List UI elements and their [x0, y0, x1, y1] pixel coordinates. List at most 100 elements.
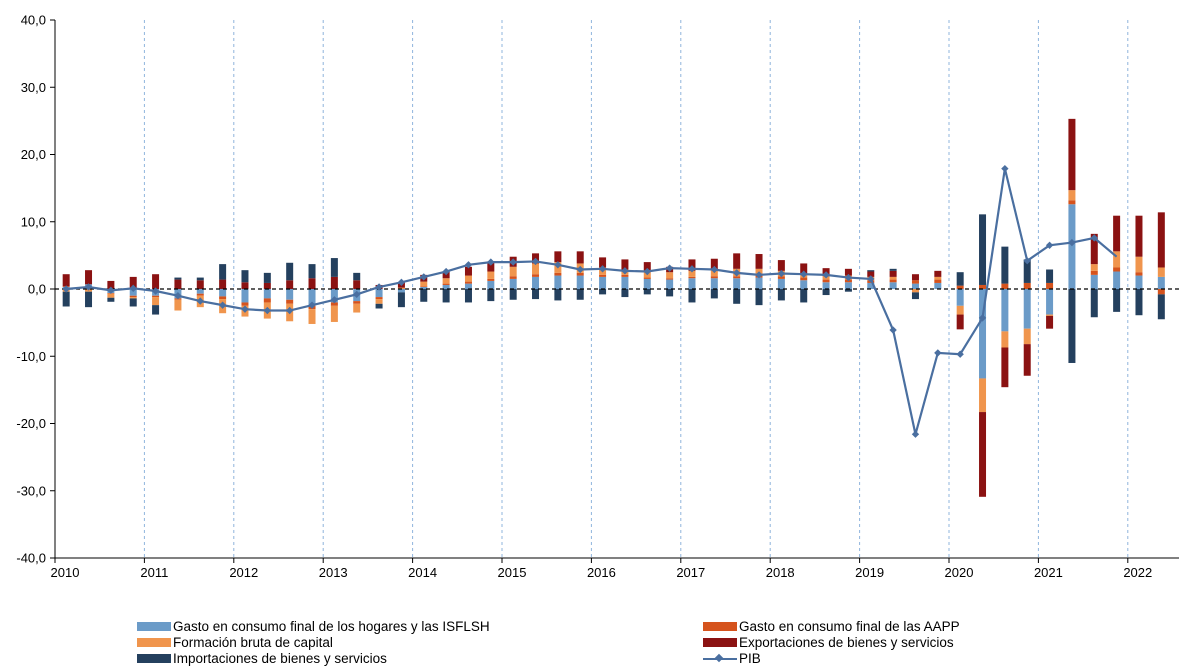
legend-item-aapp: Gasto en consumo final de las AAPP: [703, 620, 960, 633]
bar-segment-series-0: [822, 282, 830, 289]
bar-segment-series-3: [1068, 118, 1076, 191]
pib-point: [978, 314, 987, 322]
legend-item-exportaciones: Exportaciones de bienes y servicios: [703, 636, 954, 649]
bar-segment-series-0: [129, 289, 137, 296]
y-tick-label: 40,0: [21, 13, 46, 28]
bar-segment-series-4: [152, 305, 160, 315]
bar-segment-series-1: [599, 274, 607, 277]
bar-segment-series-1: [263, 298, 271, 303]
bar-segment-series-2: [1090, 264, 1098, 271]
legend-label-importaciones: Importaciones de bienes y servicios: [173, 651, 387, 666]
bar-segment-series-3: [152, 274, 160, 289]
bar-segment-series-0: [397, 289, 405, 293]
pib-point: [710, 265, 719, 274]
bar-segment-series-4: [599, 289, 607, 295]
bar-segment-series-1: [777, 276, 785, 279]
bar-segment-series-0: [1090, 274, 1098, 289]
bar-segment-series-0: [375, 289, 383, 298]
bar-segment-series-0: [599, 276, 607, 289]
bar-segment-series-1: [241, 302, 249, 306]
legend-item-pib: PIB: [703, 652, 761, 665]
bar-segment-series-3: [1023, 344, 1031, 376]
x-tick-label: 2016: [587, 565, 616, 580]
pib-point: [911, 430, 920, 438]
bar-segment-series-0: [710, 278, 718, 289]
bar-segment-series-2: [934, 276, 942, 280]
bar-segment-series-1: [509, 276, 517, 279]
bar-segment-series-3: [174, 279, 182, 289]
bar-segment-series-0: [576, 275, 584, 289]
x-tick-label: 2013: [319, 565, 348, 580]
bar-segment-series-1: [129, 295, 137, 298]
bar-segment-series-0: [889, 282, 897, 289]
bar-segment-series-3: [800, 263, 808, 274]
bar-segment-series-4: [85, 291, 93, 308]
bar-segment-series-4: [241, 270, 249, 283]
pib-point: [531, 257, 540, 266]
bar-segment-series-4: [397, 292, 405, 308]
bar-segment-series-4: [129, 298, 137, 307]
legend-swatch-hogares: [137, 622, 171, 631]
x-tick-label: 2017: [676, 565, 705, 580]
bar-segment-series-3: [1046, 315, 1054, 329]
bar-segment-series-0: [1023, 289, 1031, 329]
bar-segment-series-1: [710, 276, 718, 279]
bar-segment-series-1: [800, 277, 808, 281]
bar-segment-series-2: [1046, 314, 1054, 316]
bar-segment-series-1: [889, 279, 897, 283]
bar-segment-series-3: [353, 280, 361, 289]
bar-segment-series-1: [532, 274, 540, 277]
bar-segment-series-2: [464, 275, 472, 282]
bar-segment-series-1: [1046, 282, 1054, 289]
pib-point: [330, 296, 339, 304]
bar-segment-series-2: [1023, 328, 1031, 345]
bar-segment-series-0: [1157, 276, 1165, 289]
bar-segment-series-0: [286, 289, 294, 300]
bar-segment-series-4: [62, 291, 70, 307]
bar-segment-series-1: [1113, 267, 1121, 272]
legend-item-hogares: Gasto en consumo final de los hogares y …: [137, 620, 490, 633]
bar-segment-series-3: [263, 282, 271, 289]
bar-segment-series-3: [889, 270, 897, 277]
bar-segment-series-4: [666, 289, 674, 297]
bar-segment-series-3: [107, 280, 115, 289]
legend-label-aapp: Gasto en consumo final de las AAPP: [739, 619, 960, 634]
bar-segment-series-0: [532, 276, 540, 289]
pib-point: [576, 265, 584, 274]
bar-segment-series-2: [956, 305, 964, 315]
pib-line-path: [66, 168, 1118, 435]
bar-segment-series-4: [286, 262, 294, 281]
pib-point: [755, 271, 763, 279]
bar-segment-series-4: [263, 272, 271, 283]
bar-segment-series-3: [330, 276, 338, 289]
legend-item-importaciones: Importaciones de bienes y servicios: [137, 652, 387, 665]
bar-segment-series-0: [755, 277, 763, 289]
pib-point: [934, 349, 942, 357]
x-tick-label: 2012: [229, 565, 258, 580]
bar-segment-series-1: [621, 274, 629, 277]
bar-segment-series-2: [420, 281, 428, 287]
bar-segment-series-0: [956, 289, 964, 306]
x-tick-label: 2014: [408, 565, 437, 580]
bar-segment-series-3: [1113, 215, 1121, 252]
bar-segment-series-4: [688, 289, 696, 303]
bar-segment-series-3: [1001, 347, 1009, 388]
bar-segment-series-4: [710, 289, 718, 299]
pib-point: [621, 267, 629, 275]
pib-point: [800, 270, 808, 278]
bar-segment-series-4: [1023, 259, 1031, 283]
bar-segment-series-2: [353, 303, 361, 313]
bar-segment-series-4: [219, 264, 227, 280]
bar-segment-series-3: [308, 278, 316, 289]
legend-swatch-exportaciones: [703, 638, 737, 647]
y-tick-label: -30,0: [16, 483, 46, 498]
pib-point: [308, 301, 316, 309]
bar-segment-series-1: [576, 272, 584, 276]
x-tick-label: 2019: [855, 565, 884, 580]
pib-point: [1068, 238, 1076, 247]
legend-swatch-fbc: [137, 638, 171, 647]
bar-segment-series-3: [755, 254, 763, 269]
pib-point: [732, 269, 741, 277]
bar-segment-series-1: [487, 278, 495, 281]
bar-segment-series-2: [1135, 256, 1143, 273]
